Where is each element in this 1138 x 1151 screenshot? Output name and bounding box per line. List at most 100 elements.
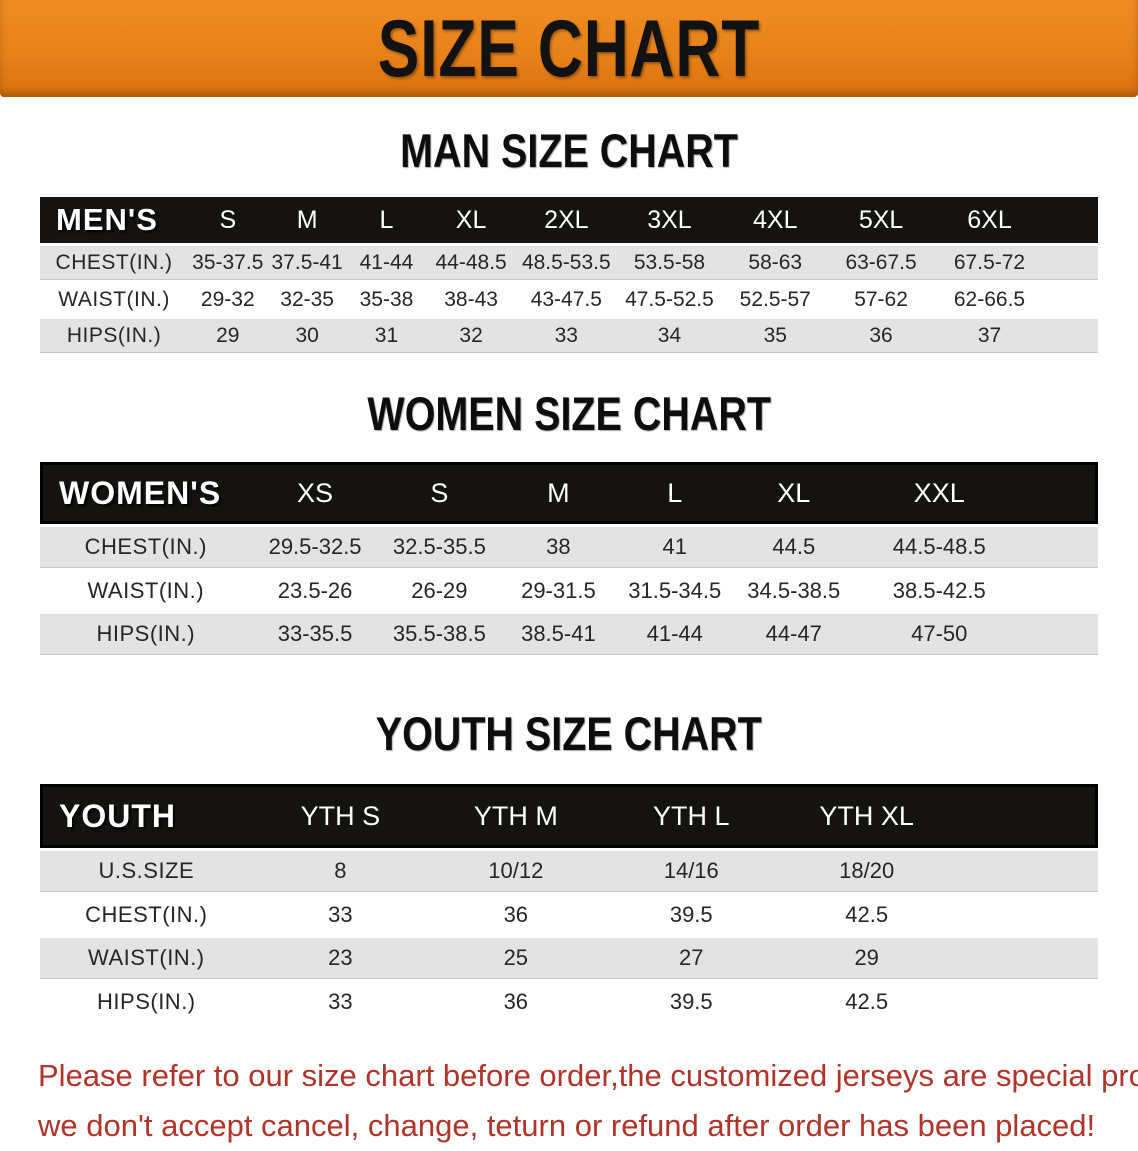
measure-cell: 37.5-41 <box>267 246 347 280</box>
measure-cell: 33-35.5 <box>251 614 379 655</box>
table-row: CHEST(IN.) 33 36 39.5 42.5 <box>40 895 1098 935</box>
size-table: WOMEN'S XS S M L XL XXL CHEST(IN.) 29.5-32.5 32.5… <box>40 459 1098 658</box>
size-chart-banner: SIZE CHART <box>0 0 1138 97</box>
size-column-header: S <box>188 197 268 243</box>
men-size-chart-section: MAN SIZE CHART MEN'S S M L XL 2XL 3XL 4XL 5XL 6XL C… <box>40 123 1098 356</box>
measure-cell: 48.5-53.5 <box>516 246 617 280</box>
measure-cell: 8 <box>252 851 429 892</box>
row-spacer <box>1045 246 1098 280</box>
row-spacer <box>954 982 1098 1022</box>
table-row: HIPS(IN.) 33-35.5 35.5-38.5 38.5-41 41-44 44-… <box>40 614 1098 655</box>
measure-cell: 67.5-72 <box>933 246 1046 280</box>
women-size-chart-section: WOMEN SIZE CHART WOMEN'S XS S M L XL XXL CHEST(I… <box>40 386 1098 658</box>
size-table: YOUTH YTH S YTH M YTH L YTH XL U.S.SIZE 8 10/12… <box>40 781 1098 1025</box>
measure-cell: 44.5-48.5 <box>854 527 1024 568</box>
table-row: WAIST(IN.) 29-32 32-35 35-38 38-43 43-47.5 47.… <box>40 283 1098 316</box>
section-heading: WOMEN SIZE CHART <box>367 387 771 440</box>
size-column-header: 2XL <box>516 197 617 243</box>
measure-cell: 38-43 <box>426 283 517 316</box>
measure-cell: 34.5-38.5 <box>732 571 855 611</box>
size-column-header: XS <box>251 462 379 524</box>
size-column-header: YTH S <box>252 784 429 848</box>
measure-cell: 26-29 <box>378 571 501 611</box>
row-spacer <box>1023 571 1098 611</box>
header-spacer <box>954 784 1098 848</box>
row-spacer <box>954 851 1098 892</box>
row-label: U.S.SIZE <box>40 851 253 892</box>
row-label: WAIST(IN.) <box>40 938 253 979</box>
measure-cell: 29 <box>188 319 268 353</box>
measure-cell: 23.5-26 <box>251 571 379 611</box>
row-label: WAIST(IN.) <box>40 571 252 611</box>
size-column-header: M <box>267 197 347 243</box>
disclaimer-line-2: we don't accept cancel, change, teturn o… <box>38 1108 1096 1143</box>
table-row: WAIST(IN.) 23.5-26 26-29 29-31.5 31.5-34.5 34… <box>40 571 1098 611</box>
row-label: WAIST(IN.) <box>40 283 189 316</box>
row-spacer <box>954 938 1098 979</box>
size-column-header: XL <box>426 197 517 243</box>
measure-cell: 39.5 <box>603 982 779 1022</box>
table-row: U.S.SIZE 8 10/12 14/16 18/20 <box>40 851 1098 892</box>
header-spacer <box>1023 462 1098 524</box>
size-column-header: YTH M <box>428 784 604 848</box>
size-column-header: YTH XL <box>778 784 955 848</box>
size-column-header: YTH L <box>603 784 779 848</box>
table-row: CHEST(IN.) 29.5-32.5 32.5-35.5 38 41 44.5 44.5… <box>40 527 1098 568</box>
row-label: CHEST(IN.) <box>40 895 253 935</box>
size-column-header: L <box>346 197 427 243</box>
measure-cell: 34 <box>616 319 723 353</box>
disclaimer-line-1: Please refer to our size chart before or… <box>38 1058 1138 1093</box>
size-column-header: 5XL <box>828 197 934 243</box>
youth-size-chart-section: YOUTH SIZE CHART YOUTH YTH S YTH M YTH L YTH … <box>40 706 1098 1025</box>
size-column-header: M <box>500 462 617 524</box>
row-spacer <box>1023 527 1098 568</box>
measure-cell: 53.5-58 <box>616 246 723 280</box>
measure-cell: 36 <box>828 319 934 353</box>
size-column-header: XXL <box>854 462 1024 524</box>
measure-cell: 44.5 <box>732 527 855 568</box>
measure-cell: 62-66.5 <box>933 283 1046 316</box>
measure-cell: 27 <box>603 938 779 979</box>
measure-cell: 42.5 <box>778 982 955 1022</box>
group-label: YOUTH <box>40 784 253 848</box>
group-label: MEN'S <box>40 197 189 243</box>
row-label: HIPS(IN.) <box>40 614 252 655</box>
measure-cell: 44-48.5 <box>426 246 517 280</box>
measure-cell: 30 <box>267 319 347 353</box>
measure-cell: 35.5-38.5 <box>378 614 501 655</box>
row-label: CHEST(IN.) <box>40 246 189 280</box>
measure-cell: 47-50 <box>854 614 1024 655</box>
header-row: MEN'S S M L XL 2XL 3XL 4XL 5XL 6XL <box>40 197 1098 243</box>
measure-cell: 10/12 <box>428 851 604 892</box>
measure-cell: 35-37.5 <box>188 246 268 280</box>
order-disclaimer: Please refer to our size chart before or… <box>0 1051 1138 1151</box>
size-charts: MAN SIZE CHART MEN'S S M L XL 2XL 3XL 4XL 5XL 6XL C… <box>0 123 1138 1025</box>
measure-cell: 38 <box>500 527 617 568</box>
measure-cell: 32.5-35.5 <box>378 527 501 568</box>
section-heading: YOUTH SIZE CHART <box>375 707 763 760</box>
measure-cell: 52.5-57 <box>722 283 829 316</box>
row-spacer <box>954 895 1098 935</box>
row-spacer <box>1045 283 1098 316</box>
measure-cell: 39.5 <box>603 895 779 935</box>
banner-title: SIZE CHART <box>377 2 761 94</box>
table-row: WAIST(IN.) 23 25 27 29 <box>40 938 1098 979</box>
measure-cell: 29-32 <box>188 283 268 316</box>
measure-cell: 35 <box>722 319 829 353</box>
section-heading: MAN SIZE CHART <box>400 124 738 177</box>
header-row: YOUTH YTH S YTH M YTH L YTH XL <box>40 784 1098 848</box>
size-column-header: 4XL <box>722 197 829 243</box>
measure-cell: 33 <box>252 982 429 1022</box>
measure-cell: 18/20 <box>778 851 955 892</box>
measure-cell: 44-47 <box>732 614 855 655</box>
row-label: HIPS(IN.) <box>40 982 253 1022</box>
measure-cell: 58-63 <box>722 246 829 280</box>
measure-cell: 31 <box>346 319 427 353</box>
measure-cell: 57-62 <box>828 283 934 316</box>
row-label: HIPS(IN.) <box>40 319 189 353</box>
row-label: CHEST(IN.) <box>40 527 252 568</box>
measure-cell: 31.5-34.5 <box>616 571 733 611</box>
header-spacer <box>1045 197 1098 243</box>
measure-cell: 41 <box>616 527 733 568</box>
measure-cell: 32 <box>426 319 517 353</box>
